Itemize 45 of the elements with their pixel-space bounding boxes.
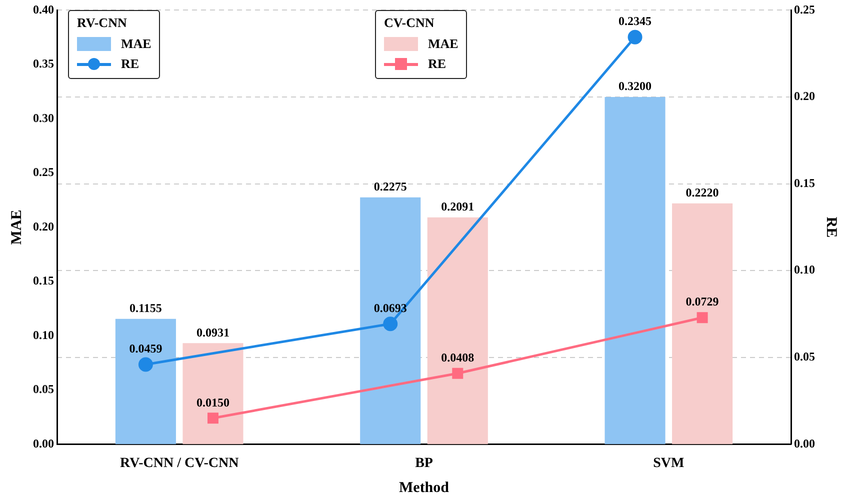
y2-tick-label: 0.00 [794,436,815,450]
data-label: 0.0459 [129,342,162,356]
y2-axis-title: RE [823,216,840,238]
bar [115,318,176,444]
data-label: 0.2220 [686,185,719,200]
bar [672,203,733,444]
x-tick-label: RV-CNN / CV-CNN [120,456,239,472]
y-tick-label: 0.00 [33,436,54,450]
y-tick-label: 0.15 [33,274,54,288]
y-axis-title: MAE [8,210,25,245]
data-label: 0.0931 [196,325,230,340]
data-label: 0.0729 [686,294,719,309]
x-tick-label: SVM [653,456,684,472]
y-tick-label: 0.40 [33,2,54,16]
x-axis-title: Method [399,480,450,496]
data-label: 0.1155 [130,300,162,315]
bar [427,217,488,444]
y-tick-label: 0.35 [33,56,54,71]
legend-label: MAE [428,36,458,52]
y-tick-label: 0.20 [33,219,54,234]
text: RV-CNN [77,15,127,30]
text: CV-CNN [384,15,434,30]
y2-tick-label: 0.20 [794,89,815,104]
legend-label: RE [121,56,140,72]
legend-label: RE [428,56,446,72]
data-label: 0.0408 [441,350,474,364]
y2-tick-label: 0.15 [794,176,815,190]
data-label: 0.0693 [374,300,407,315]
data-label: 0.3200 [618,79,652,94]
y2-tick-label: 0.05 [794,349,815,364]
y-tick-label: 0.10 [33,328,54,342]
x-tick-label: BP [415,456,434,472]
data-label: 0.2091 [441,199,474,214]
bar [182,343,244,444]
data-label: 0.0150 [196,395,230,410]
bar [604,97,666,444]
y-tick-label: 0.25 [33,165,54,180]
bar [360,197,421,444]
y2-tick-label: 0.25 [794,2,815,16]
y2-tick-label: 0.10 [794,262,815,277]
legend-label: MAE [121,36,152,52]
data-label: 0.2345 [618,14,652,28]
y-tick-label: 0.30 [33,110,54,125]
data-label: 0.2275 [374,179,407,194]
y-tick-label: 0.05 [33,382,54,396]
